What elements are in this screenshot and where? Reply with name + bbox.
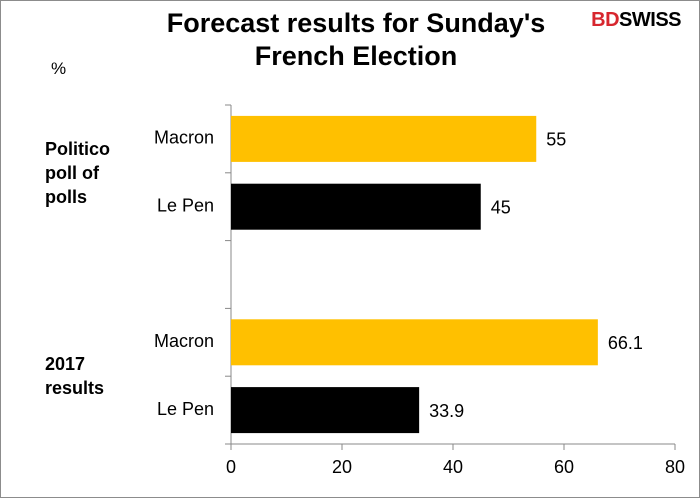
chart-title: Forecast results for Sunday's French Ele… [166,8,546,71]
category-label: Le Pen [157,399,214,419]
value-label: 45 [491,197,511,217]
bar [231,115,537,162]
category-label: Le Pen [157,195,214,215]
category-label: Macron [154,128,214,148]
unit-label: % [51,59,67,78]
x-tick-label: 60 [554,457,574,477]
value-label: 55 [546,130,566,150]
x-tick-label: 0 [226,457,236,477]
bar [231,387,420,434]
category-label: Macron [154,331,214,351]
x-tick-label: 40 [443,457,463,477]
logo: BDSWISS [591,9,681,32]
logo-name: SWISS [619,9,681,31]
bar [231,183,481,230]
x-tick-label: 80 [665,457,685,477]
group-label: 2017 results [45,354,105,399]
value-label: 33.9 [429,401,464,421]
group-label: Politico poll of polls [45,138,111,207]
bar [231,319,598,366]
logo-prefix: BD [591,9,620,31]
x-tick-label: 20 [332,457,352,477]
value-label: 66.1 [608,333,643,353]
